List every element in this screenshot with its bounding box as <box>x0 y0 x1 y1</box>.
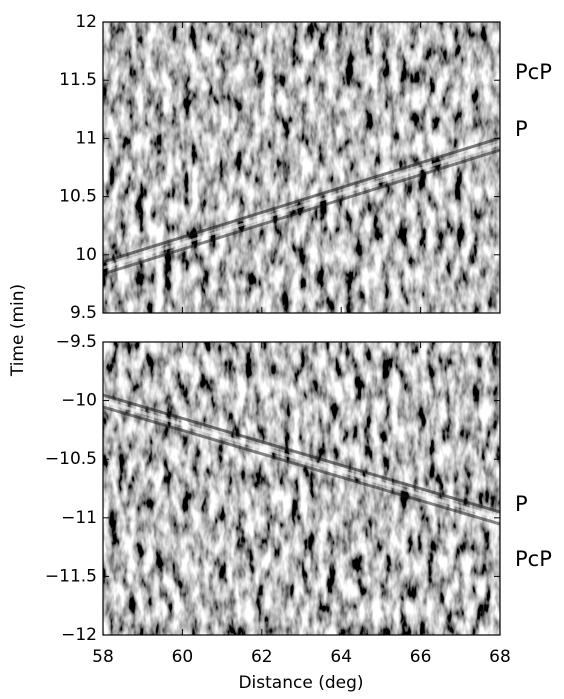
x-tick-label: 66 <box>410 647 432 667</box>
y-tick-label: −11 <box>61 508 97 528</box>
annotation: PcP <box>515 60 552 84</box>
x-tick-label: 68 <box>489 647 511 667</box>
y-tick-label: −9.5 <box>56 332 97 352</box>
y-tick-label: −11.5 <box>45 566 97 586</box>
y-tick-label: 10.5 <box>59 187 97 207</box>
panel-frame <box>102 341 501 636</box>
y-tick-label: −10.5 <box>45 449 97 469</box>
panel-frame <box>102 21 501 314</box>
x-tick-label: 60 <box>172 647 194 667</box>
annotation: P <box>515 117 528 141</box>
annotation: P <box>515 492 528 516</box>
y-axis-label: Time (min) <box>8 284 28 377</box>
x-tick-label: 62 <box>251 647 273 667</box>
y-tick-label: −10 <box>61 391 97 411</box>
arrivals <box>103 136 500 276</box>
annotation: PcP <box>515 547 552 571</box>
arrivals <box>103 393 500 526</box>
y-tick-label: −12 <box>61 625 97 645</box>
y-tick-label: 9.5 <box>70 303 97 323</box>
x-tick-label: 58 <box>92 647 114 667</box>
y-tick-label: 10 <box>75 245 97 265</box>
y-tick-label: 12 <box>75 12 97 32</box>
y-tick-label: 11.5 <box>59 70 97 90</box>
waveform-image <box>103 342 500 635</box>
x-tick-label: 64 <box>330 647 352 667</box>
x-axis-label: Distance (deg) <box>238 673 363 693</box>
y-tick-label: 11 <box>75 128 97 148</box>
waveform-image <box>103 22 500 313</box>
